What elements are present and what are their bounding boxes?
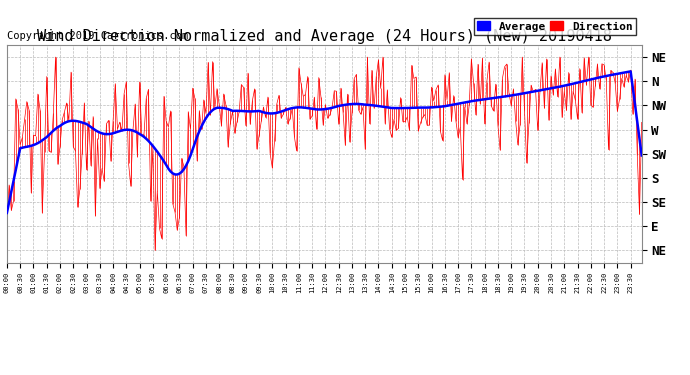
Text: Copyright 2019 Cartronics.com: Copyright 2019 Cartronics.com	[7, 31, 188, 40]
Title: Wind Direction Normalized and Average (24 Hours) (New) 20190418: Wind Direction Normalized and Average (2…	[37, 29, 612, 44]
Legend: Average, Direction: Average, Direction	[474, 18, 636, 35]
